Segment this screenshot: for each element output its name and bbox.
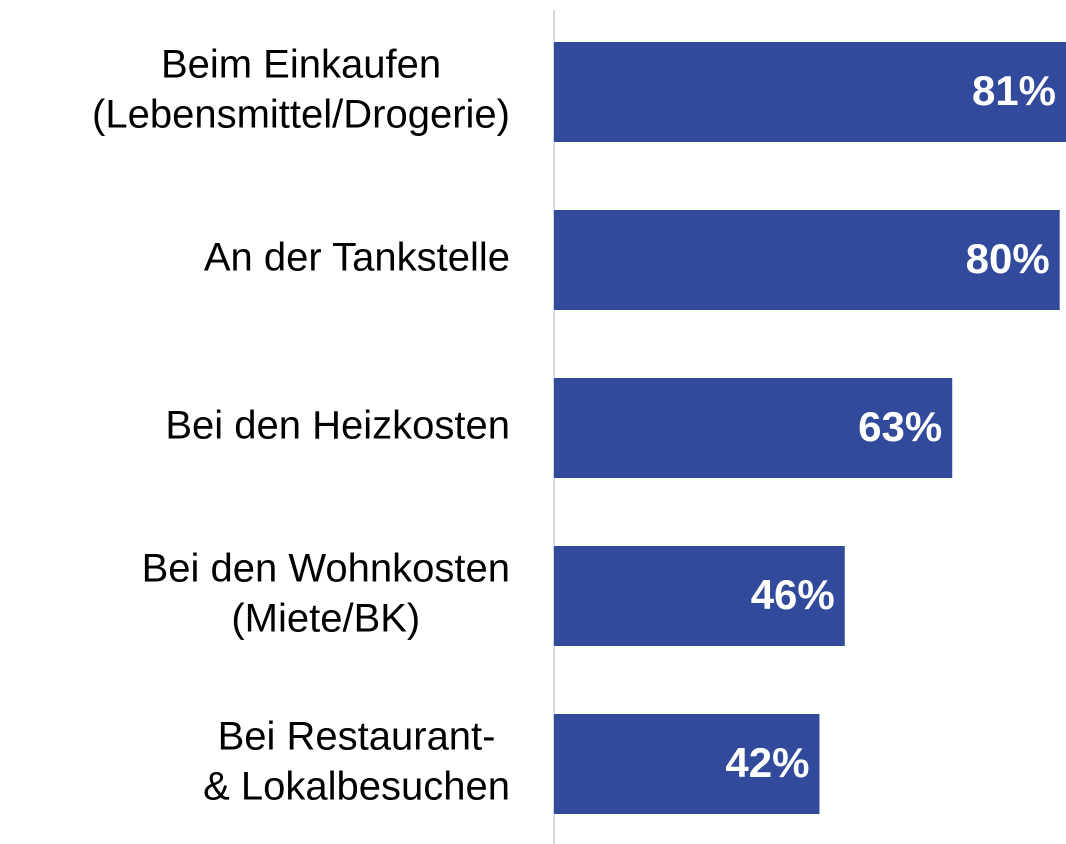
bar <box>554 42 1066 142</box>
category-label: An der Tankstelle <box>204 236 510 280</box>
bar <box>554 546 845 646</box>
bar <box>554 210 1060 310</box>
category-label: (Miete/BK) <box>231 597 420 641</box>
bar <box>554 714 820 814</box>
value-label: 80% <box>966 235 1050 282</box>
value-label: 63% <box>858 403 942 450</box>
category-label: Beim Einkaufen <box>161 43 441 87</box>
category-label: Bei den Heizkosten <box>165 404 510 448</box>
category-label: Bei Restaurant- <box>218 715 496 759</box>
category-label: & Lokalbesuchen <box>203 765 510 809</box>
category-label: Bei den Wohnkosten <box>142 547 510 591</box>
value-label: 46% <box>751 571 835 618</box>
value-label: 42% <box>725 739 809 786</box>
category-label: (Lebensmittel/Drogerie) <box>92 93 510 137</box>
bar <box>554 378 953 478</box>
value-label: 81% <box>972 67 1056 114</box>
